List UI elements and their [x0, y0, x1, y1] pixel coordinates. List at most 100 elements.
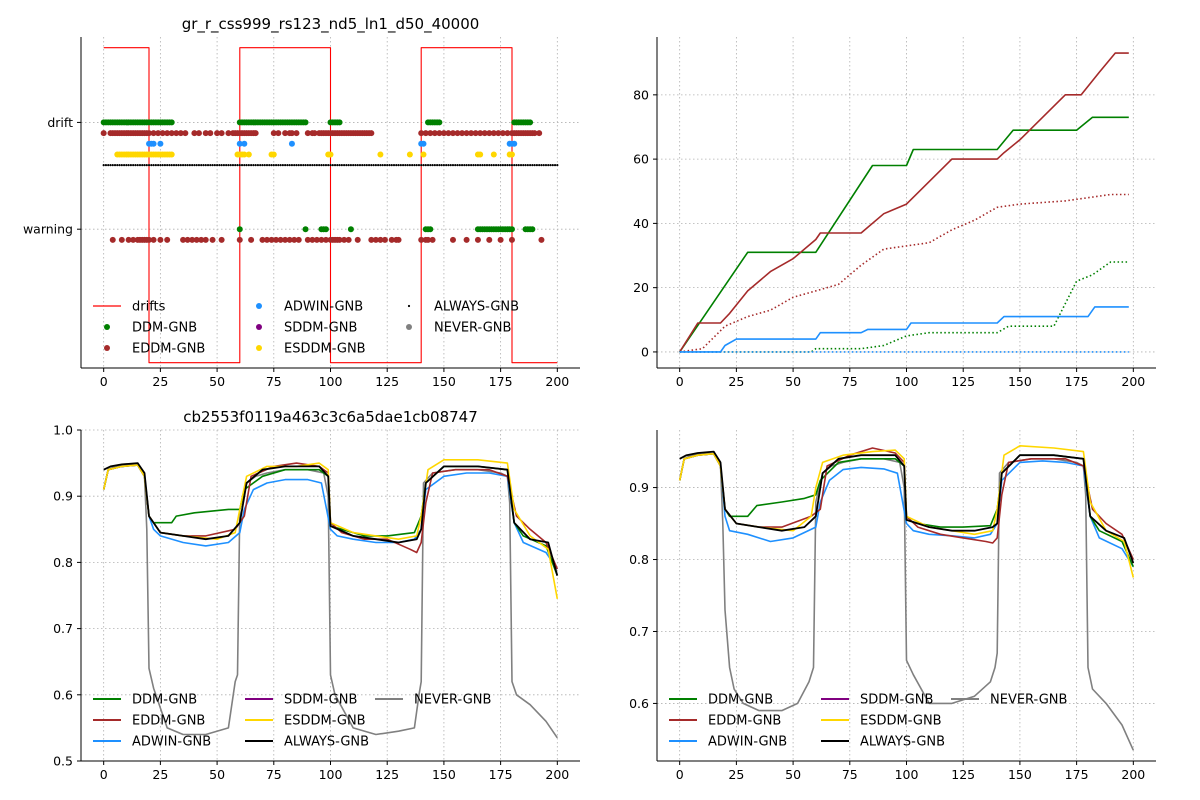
point-always-gnb — [422, 164, 425, 167]
legend-label: SDDM-GNB — [284, 321, 357, 336]
x-tick-label: 150 — [432, 374, 456, 389]
point-always-gnb — [225, 164, 228, 167]
legend-label: SDDM-GNB — [284, 693, 357, 708]
point-always-gnb — [261, 164, 264, 167]
point-ddm-gnb — [322, 226, 329, 233]
point-eddm-gnb — [236, 236, 243, 243]
x-tick-label: 125 — [951, 767, 975, 782]
point-eddm-gnb — [252, 130, 259, 137]
point-always-gnb — [102, 164, 105, 167]
point-always-gnb — [352, 164, 355, 167]
point-eddm-gnb — [472, 130, 479, 137]
y-tick-label: 60 — [633, 152, 649, 167]
point-always-gnb — [304, 164, 307, 167]
point-always-gnb — [236, 164, 239, 167]
x-tick-label: 25 — [152, 374, 168, 389]
point-always-gnb — [533, 164, 536, 167]
point-ddm-gnb — [436, 119, 443, 126]
legend: drifts DDM-GNB EDDM-GNB ADWIN-GNB SDDM-GNB ES… — [93, 300, 519, 357]
legend-label: ADWIN-GNB — [132, 735, 211, 750]
point-always-gnb — [413, 164, 416, 167]
x-tick-label: 0 — [676, 767, 684, 782]
legend-label: NEVER-GNB — [434, 321, 511, 336]
point-eddm-gnb — [259, 236, 266, 243]
x-tick-label: 0 — [100, 374, 108, 389]
point-always-gnb — [145, 164, 148, 167]
point-always-gnb — [240, 164, 244, 167]
x-tick-label: 75 — [266, 374, 282, 389]
point-always-gnb — [215, 164, 219, 167]
x-tick-label: 200 — [545, 374, 569, 389]
point-esddm-gnb — [168, 151, 175, 158]
point-always-gnb — [445, 164, 448, 167]
point-always-gnb — [277, 164, 280, 167]
chart-top-left: 0 25 50 75 100 125 150 175 200 drift warning gr_r_c… — [23, 15, 580, 389]
series-line-adwin-gnb — [102, 464, 558, 570]
point-ddm-gnb — [168, 119, 175, 126]
point-always-gnb — [136, 164, 139, 167]
point-always-gnb — [204, 164, 207, 167]
point-eddm-gnb — [311, 130, 318, 137]
point-always-gnb — [281, 164, 284, 167]
point-always-gnb — [306, 164, 309, 167]
point-eddm-gnb — [418, 236, 425, 243]
point-always-gnb — [388, 164, 391, 167]
point-eddm-gnb — [388, 236, 395, 243]
point-always-gnb — [150, 164, 153, 167]
y-tick-label: 20 — [633, 280, 649, 295]
point-always-gnb — [336, 164, 339, 167]
point-ddm-gnb — [347, 226, 354, 233]
point-always-gnb — [510, 164, 514, 167]
point-ddm-gnb — [302, 226, 309, 233]
x-tick-label: 50 — [209, 767, 225, 782]
point-always-gnb — [494, 164, 498, 167]
point-always-gnb — [508, 164, 511, 167]
point-always-gnb — [157, 164, 160, 167]
point-eddm-gnb — [377, 236, 384, 243]
x-tick-label: 25 — [728, 374, 744, 389]
point-esddm-gnb — [377, 151, 384, 158]
point-always-gnb — [390, 164, 393, 167]
point-eddm-gnb — [164, 130, 171, 137]
point-always-gnb — [517, 164, 520, 167]
point-always-gnb — [340, 164, 343, 167]
point-always-gnb — [424, 164, 427, 167]
point-always-gnb — [286, 164, 289, 167]
point-always-gnb — [104, 164, 108, 167]
point-esddm-gnb — [420, 151, 427, 158]
point-eddm-gnb — [295, 236, 302, 243]
point-always-gnb — [265, 164, 269, 167]
point-always-gnb — [553, 164, 557, 167]
point-always-gnb — [141, 164, 144, 167]
point-always-gnb — [551, 164, 554, 167]
legend-label: ALWAYS-GNB — [434, 300, 519, 315]
point-always-gnb — [343, 164, 346, 167]
y-tick-label: 0.6 — [629, 696, 649, 711]
series-line-adwin-gnb — [679, 306, 1129, 353]
point-eddm-gnb — [130, 236, 137, 243]
point-always-gnb — [297, 164, 300, 167]
point-always-gnb — [544, 164, 548, 167]
x-tick-label: 200 — [545, 767, 569, 782]
point-always-gnb — [120, 164, 123, 167]
point-always-gnb — [411, 164, 414, 167]
point-always-gnb — [202, 164, 205, 167]
point-eddm-gnb — [341, 236, 348, 243]
point-always-gnb — [531, 164, 534, 167]
point-eddm-gnb — [422, 130, 429, 137]
point-eddm-gnb — [536, 130, 543, 137]
point-always-gnb — [490, 164, 493, 167]
point-eddm-gnb — [225, 130, 232, 137]
x-tick-label: 125 — [375, 767, 399, 782]
point-eddm-gnb — [288, 130, 295, 137]
point-always-gnb — [270, 164, 273, 167]
point-eddm-gnb — [173, 130, 180, 137]
point-eddm-gnb — [445, 130, 452, 137]
point-always-gnb — [161, 164, 164, 167]
point-always-gnb — [195, 164, 198, 167]
point-eddm-gnb — [486, 130, 493, 137]
point-always-gnb — [188, 164, 191, 167]
point-eddm-gnb — [180, 236, 187, 243]
point-always-gnb — [465, 164, 468, 167]
point-always-gnb — [365, 164, 368, 167]
